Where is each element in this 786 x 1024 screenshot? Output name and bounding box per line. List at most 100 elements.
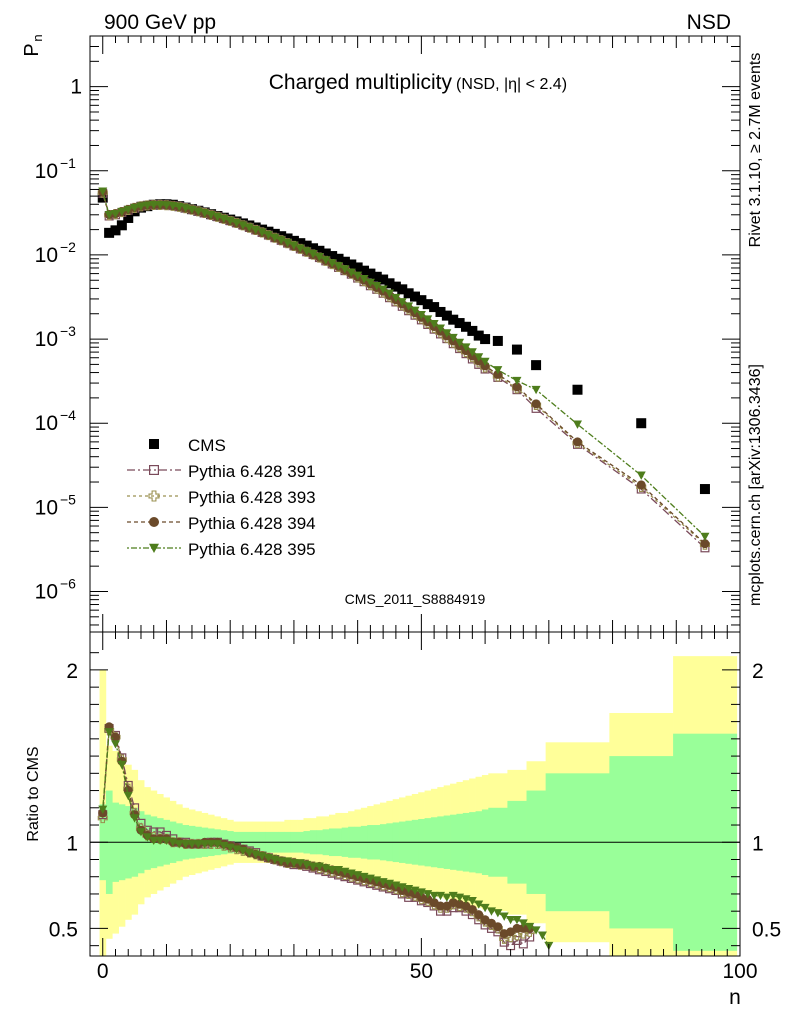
legend-label: Pythia 6.428 391 — [188, 462, 316, 481]
y-axis-label-main: P n — [21, 34, 45, 56]
data-point — [378, 274, 389, 285]
data-point — [518, 939, 528, 949]
data-point — [512, 923, 522, 933]
legend-item: Pythia 6.428 395 — [127, 540, 316, 559]
legend: CMS Pythia 6.428 391 Pythia 6.428 393 Pythi… — [127, 436, 316, 559]
data-point — [461, 343, 471, 352]
legend-label: Pythia 6.428 395 — [188, 540, 316, 559]
data-point — [531, 926, 541, 935]
data-point — [353, 271, 363, 280]
data-point — [123, 791, 133, 801]
data-point — [429, 891, 439, 901]
data-point — [455, 338, 465, 348]
ratio-series-pythia-6-428-395 — [98, 728, 554, 951]
data-point — [270, 233, 280, 243]
data-point — [104, 227, 115, 238]
data-point — [442, 893, 452, 902]
data-point — [410, 306, 420, 315]
ratio-y-tick-label: 2 — [66, 660, 78, 683]
data-point — [110, 210, 120, 219]
data-point — [174, 840, 184, 849]
data-point — [493, 922, 503, 932]
data-point — [155, 201, 165, 210]
data-point — [333, 253, 344, 264]
data-point — [359, 265, 370, 276]
data-point — [467, 904, 477, 914]
series-pythia-6-428-395 — [98, 187, 710, 542]
y-tick-base: 10 — [35, 244, 58, 267]
data-point — [314, 252, 324, 262]
y-tick-exponent: −1 — [60, 155, 76, 171]
ratio-y-tick-label: 0.5 — [49, 918, 78, 941]
data-point — [238, 221, 248, 230]
legend-item: Pythia 6.428 391 — [127, 462, 316, 481]
data-point — [142, 201, 152, 210]
data-point — [149, 439, 159, 449]
data-point — [104, 728, 114, 737]
data-point — [493, 909, 503, 918]
y-tick-base: 10 — [35, 412, 58, 435]
data-point — [359, 275, 369, 284]
data-point — [423, 315, 433, 324]
rivet-version-label: Rivet 3.1.10, ≥ 2.7M events — [747, 53, 764, 248]
data-point — [136, 202, 146, 211]
data-point — [480, 334, 491, 345]
legend-item: CMS — [149, 436, 226, 455]
data-point — [161, 201, 171, 210]
legend-label: Pythia 6.428 393 — [188, 488, 316, 507]
uncertainty-bands — [99, 656, 738, 956]
data-point — [289, 241, 299, 250]
series-line — [102, 191, 706, 537]
data-point — [493, 369, 503, 379]
ratio-y-axis-label: Ratio to CMS — [25, 746, 42, 841]
x-tick-label: 50 — [410, 960, 433, 983]
data-point — [149, 201, 159, 210]
data-point — [327, 259, 337, 268]
data-point — [531, 399, 541, 409]
data-point — [308, 243, 319, 254]
data-point — [149, 836, 159, 846]
ratio-y-tick-label-right: 2 — [752, 660, 764, 683]
data-point — [110, 740, 120, 749]
data-point — [397, 284, 408, 295]
y-tick-exponent: −6 — [60, 575, 76, 591]
data-point — [123, 205, 133, 215]
main-plot-panel: 110−110−210−310−410−510−6 Charged multip… — [21, 34, 741, 633]
y-tick-label: 10 — [35, 328, 58, 351]
legend-label: CMS — [188, 436, 226, 455]
data-point — [700, 539, 710, 549]
data-point — [352, 262, 363, 273]
data-point — [467, 325, 478, 336]
data-point — [416, 295, 427, 306]
data-point — [295, 238, 306, 249]
data-point — [499, 912, 509, 921]
ratio-plot-panel: 0.5 0.5 1 1 2 2 0 50 100 Ratio to CMS n — [25, 631, 781, 1009]
data-point — [110, 732, 120, 742]
data-point — [372, 281, 382, 291]
data-point — [149, 465, 160, 476]
data-point — [314, 245, 325, 256]
data-point — [573, 437, 582, 447]
data-point — [435, 306, 446, 317]
data-point — [365, 268, 376, 279]
data-point — [334, 262, 344, 271]
data-point — [371, 271, 382, 282]
analysis-id-watermark: CMS_2011_S8884919 — [345, 591, 486, 607]
data-point — [416, 311, 426, 320]
data-point — [518, 919, 528, 928]
data-point — [493, 366, 503, 375]
data-point — [397, 298, 407, 307]
process-type-label: NSD — [687, 11, 731, 34]
data-point — [232, 218, 242, 228]
data-point — [422, 299, 433, 310]
data-point — [486, 907, 496, 916]
data-point — [572, 384, 583, 395]
data-point — [473, 330, 484, 341]
data-point — [168, 201, 178, 211]
data-point — [448, 314, 459, 325]
data-point — [200, 840, 210, 849]
data-point — [251, 225, 261, 235]
data-point — [636, 418, 647, 429]
data-point — [187, 840, 197, 849]
